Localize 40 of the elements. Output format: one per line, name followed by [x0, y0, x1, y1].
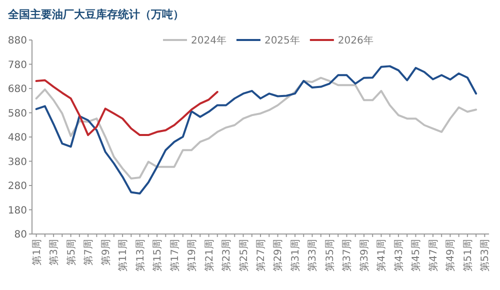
x-tick-label: 第33周 [306, 239, 319, 272]
y-tick-label: 180 [8, 205, 27, 216]
y-tick-label: 280 [8, 181, 27, 192]
legend-label: 2025年 [264, 34, 300, 46]
x-tick-label: 第53周 [479, 239, 492, 272]
x-tick-label: 第17周 [168, 239, 181, 272]
x-tick-label: 第43周 [392, 239, 405, 272]
x-tick-label: 第31周 [289, 239, 302, 272]
x-tick-label: 第15周 [152, 239, 164, 272]
x-tick-label: 第5周 [65, 239, 78, 266]
x-tick-label: 第11周 [117, 239, 130, 272]
x-tick-label: 第19周 [186, 239, 198, 272]
x-tick-label: 第23周 [220, 239, 233, 272]
y-tick-label: 80 [14, 230, 27, 240]
title: 全国主要油厂大豆库存统计（万吨） [8, 8, 184, 21]
y-tick-label: 680 [8, 84, 27, 95]
x-tick-label: 第35周 [324, 239, 336, 272]
y-tick-label: 480 [8, 132, 27, 144]
x-tick-label: 第49周 [444, 239, 457, 272]
x-tick-label: 第1周 [30, 239, 43, 266]
x-tick-label: 第29周 [272, 239, 284, 272]
x-tick-label: 第9周 [100, 239, 112, 266]
x-tick-label: 第7周 [82, 239, 95, 266]
x-tick-label: 第21周 [203, 239, 216, 272]
y-tick-label: 580 [8, 108, 27, 120]
x-tick-label: 第37周 [341, 239, 354, 272]
x-tick-label: 第47周 [427, 239, 440, 272]
x-tick-label: 第3周 [48, 239, 60, 266]
x-tick-label: 第25周 [238, 239, 250, 272]
y-tick-label: 880 [8, 36, 27, 46]
x-tick-label: 第13周 [134, 239, 146, 272]
x-tick-label: 第27周 [255, 239, 267, 272]
x-tick-label: 第39周 [358, 239, 370, 272]
x-tick-label: 第45周 [410, 239, 422, 272]
y-tick-label: 780 [8, 60, 27, 71]
legend-label: 2024年 [191, 34, 226, 46]
x-tick-label: 第51周 [462, 239, 474, 272]
x-tick-label: 第41周 [376, 239, 388, 272]
y-tick-label: 380 [8, 156, 27, 168]
legend-label: 2026年 [338, 34, 374, 46]
